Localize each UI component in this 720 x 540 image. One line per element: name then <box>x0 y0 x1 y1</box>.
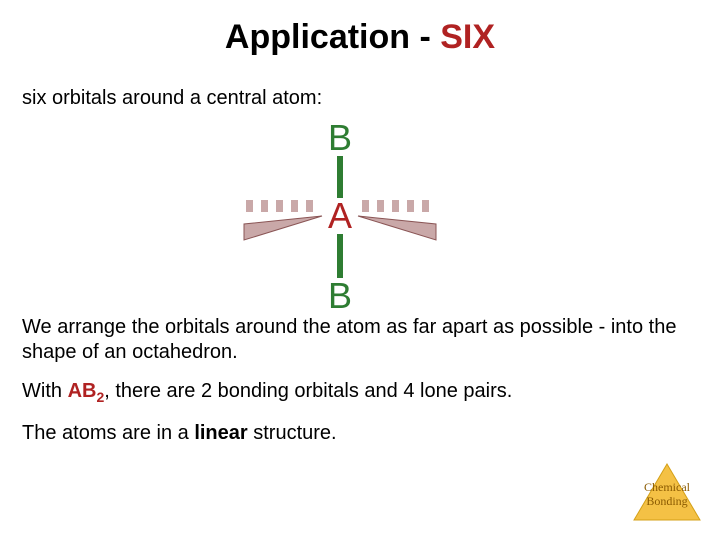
subtitle: six orbitals around a central atom: <box>0 57 720 116</box>
paragraph-1: We arrange the orbitals around the atom … <box>0 311 720 375</box>
dash-segment <box>261 200 268 212</box>
dash-segment <box>392 200 399 212</box>
formula-ab2: AB2 <box>68 380 105 402</box>
paragraph-2: With AB2, there are 2 bonding orbitals a… <box>0 375 720 417</box>
axial-atom-label-0: B <box>328 117 352 159</box>
axial-atom-label-1: B <box>328 275 352 317</box>
p2-post: , there are 2 bonding orbitals and 4 lon… <box>104 380 512 402</box>
badge-line2: Bonding <box>646 493 687 507</box>
dash-segment <box>246 200 253 212</box>
dash-segment <box>377 200 384 212</box>
p3-linear: linear <box>194 422 247 444</box>
p1-text: We arrange the orbitals around the atom … <box>22 316 676 363</box>
dash-segment <box>276 200 283 212</box>
badge-line1: Chemical <box>644 480 690 494</box>
dash-segment <box>362 200 369 212</box>
footer-badge: Chemical Bonding <box>632 462 702 522</box>
title-prefix: Application - <box>225 18 440 56</box>
dash-segment <box>407 200 414 212</box>
paragraph-3: The atoms are in a linear structure. <box>0 417 720 456</box>
wedge-bond <box>244 216 322 240</box>
p2-ab: AB <box>68 380 97 402</box>
p2-pre: With <box>22 380 68 402</box>
molecule-diagram: ABB <box>0 116 720 311</box>
p3-pre: The atoms are in a <box>22 422 194 444</box>
badge-text: Chemical Bonding <box>644 481 690 507</box>
central-atom-label: A <box>328 195 352 237</box>
dash-segment <box>422 200 429 212</box>
dash-segment <box>291 200 298 212</box>
diagram-svg <box>0 116 720 311</box>
dash-segment <box>306 200 313 212</box>
title-suffix: SIX <box>440 18 495 56</box>
slide-title: Application - SIX <box>0 0 720 57</box>
wedge-bond <box>358 216 436 240</box>
p3-post: structure. <box>248 422 337 444</box>
